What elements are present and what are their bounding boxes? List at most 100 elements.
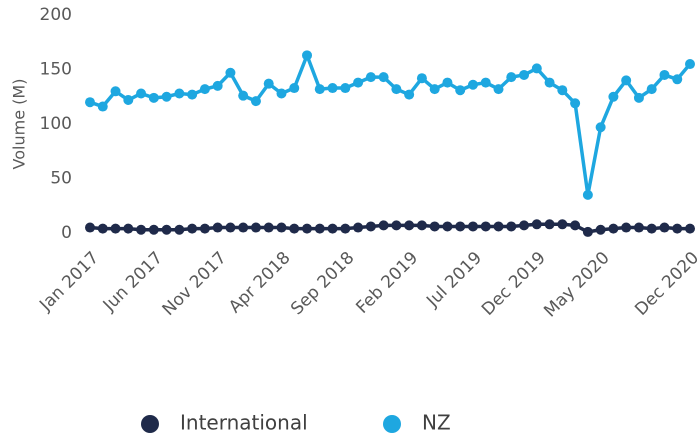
point <box>340 223 351 234</box>
point <box>97 223 108 234</box>
point <box>455 85 466 96</box>
y-tick-label: 50 <box>50 169 72 189</box>
point <box>608 91 619 102</box>
point <box>199 223 210 234</box>
x-tick-label: Jul 2019 <box>422 248 486 312</box>
point <box>429 221 440 232</box>
point <box>570 220 581 231</box>
point <box>633 92 644 103</box>
point <box>557 219 568 230</box>
point <box>136 224 147 235</box>
legend-marker <box>383 415 401 433</box>
point <box>378 72 389 83</box>
point <box>621 75 632 86</box>
x-tick-label: Apr 2018 <box>225 248 294 317</box>
point <box>250 222 261 233</box>
point <box>289 83 300 94</box>
point <box>467 79 478 90</box>
point <box>416 73 427 84</box>
point <box>442 221 453 232</box>
point <box>557 85 568 96</box>
point <box>480 77 491 88</box>
point <box>302 50 313 61</box>
point <box>493 84 504 95</box>
point <box>85 222 95 233</box>
point <box>161 224 172 235</box>
point <box>365 221 376 232</box>
point <box>225 222 236 233</box>
point <box>595 122 606 133</box>
point <box>302 223 313 234</box>
point <box>212 80 223 91</box>
point <box>519 69 530 80</box>
point <box>340 83 351 94</box>
legend-label: NZ <box>422 411 451 435</box>
x-tick-label: Dec 2019 <box>478 248 550 320</box>
point <box>199 84 210 95</box>
y-axis-title: Volume (M) <box>10 79 29 170</box>
y-tick-label: 100 <box>40 114 72 134</box>
point <box>391 84 402 95</box>
point <box>621 222 632 233</box>
point <box>544 77 555 88</box>
point <box>136 88 147 99</box>
point <box>365 72 376 83</box>
point <box>442 77 453 88</box>
x-tick-label: Nov 2017 <box>159 248 231 320</box>
point <box>531 63 542 74</box>
point <box>110 223 121 234</box>
y-tick-label: 150 <box>40 60 72 80</box>
point <box>455 221 466 232</box>
x-tick-label: Jan 2017 <box>35 248 103 316</box>
point <box>582 226 593 237</box>
point <box>672 74 683 85</box>
point <box>429 84 440 95</box>
point <box>467 221 478 232</box>
point <box>493 221 504 232</box>
point <box>659 69 670 80</box>
point <box>608 223 619 234</box>
point <box>353 77 364 88</box>
point <box>378 220 389 231</box>
point <box>544 219 555 230</box>
point <box>187 89 198 100</box>
point <box>174 88 185 99</box>
point <box>161 91 172 102</box>
point <box>327 223 338 234</box>
point <box>263 222 274 233</box>
x-tick-label: May 2020 <box>540 248 613 321</box>
point <box>531 219 542 230</box>
point <box>212 222 223 233</box>
point <box>276 222 287 233</box>
point <box>238 222 249 233</box>
point <box>570 98 581 109</box>
point <box>646 84 657 95</box>
point <box>685 223 695 234</box>
point <box>250 96 261 107</box>
point <box>225 67 236 78</box>
point <box>289 223 300 234</box>
point <box>519 220 530 231</box>
point <box>506 221 517 232</box>
point <box>595 224 606 235</box>
legend-label: International <box>180 411 308 435</box>
point <box>404 89 415 100</box>
point <box>187 223 198 234</box>
point <box>480 221 491 232</box>
x-tick-label: Dec 2020 <box>631 248 697 320</box>
point <box>85 97 95 108</box>
point <box>314 223 325 234</box>
point <box>404 220 415 231</box>
point <box>391 220 402 231</box>
point <box>416 220 427 231</box>
point <box>314 84 325 95</box>
point <box>123 95 134 106</box>
point <box>174 224 185 235</box>
point <box>582 189 593 200</box>
point <box>353 222 364 233</box>
point <box>276 88 287 99</box>
y-tick-label: 200 <box>40 5 72 25</box>
point <box>646 223 657 234</box>
y-tick-label: 0 <box>61 223 72 243</box>
